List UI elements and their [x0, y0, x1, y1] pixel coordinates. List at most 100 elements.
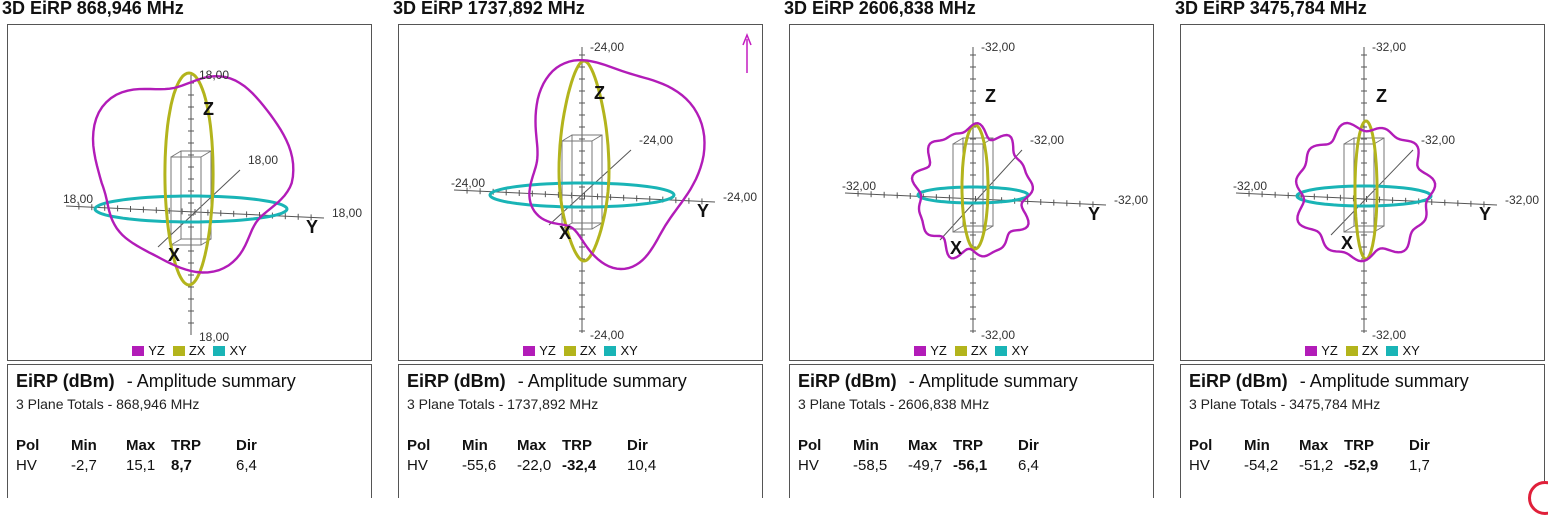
x-axis-line: [939, 149, 1023, 241]
legend-swatch: [1386, 346, 1399, 356]
legend-item-yz: YZ: [523, 343, 556, 358]
legend-item-zx: ZX: [172, 343, 205, 358]
table-value-dir: 1,7: [1409, 457, 1430, 474]
y-scale-label: -32,00: [1505, 193, 1539, 207]
legend-item-zx: ZX: [563, 343, 596, 358]
table-header-min: Min: [462, 437, 488, 454]
polar-plot-area: Z Y X -32,00 -32,00 -32,00 -32,00 -32,00 YZ ZX XY: [1180, 24, 1545, 361]
legend-item-yz: YZ: [1305, 343, 1338, 358]
x-axis-letter: X: [1341, 233, 1353, 253]
summary-title: - Amplitude summary: [126, 371, 296, 391]
series-xy-curve: [1295, 184, 1433, 208]
summary-unit: EiRP (dBm): [407, 371, 506, 391]
table-value-pol: HV: [798, 457, 819, 474]
summary-subtitle: 3 Plane Totals - 868,946 MHz: [16, 396, 200, 412]
legend-swatch: [995, 346, 1008, 356]
z-axis-letter: Z: [203, 99, 214, 119]
x-axis-line: [157, 169, 241, 248]
legend-swatch: [914, 346, 927, 356]
chart-panel: 3D EiRP 868,946 MHz Z Y X 18,00 18,00 18,00 18,…: [2, 0, 372, 501]
y-axis-letter: Y: [697, 201, 709, 221]
z-bottom-scale-label: -32,00: [981, 328, 1015, 342]
polar-plot-area: Z Y X 18,00 18,00 18,00 18,00 18,00 YZ ZX XY: [7, 24, 372, 361]
corner-badge-icon[interactable]: [1528, 481, 1548, 515]
legend-item-yz: YZ: [914, 343, 947, 358]
summary-subtitle: 3 Plane Totals - 1737,892 MHz: [407, 396, 599, 412]
axes-group: [1235, 47, 1498, 333]
plot-legend: YZ ZX XY: [790, 343, 1153, 358]
table-header-pol: Pol: [1189, 437, 1213, 454]
legend-swatch: [523, 346, 536, 356]
z-top-scale-label: -32,00: [1372, 40, 1406, 54]
z-axis-letter: Z: [594, 83, 605, 103]
amplitude-summary: EiRP (dBm) - Amplitude summary 3 Plane Tot…: [7, 364, 372, 498]
summary-subtitle: 3 Plane Totals - 2606,838 MHz: [798, 396, 990, 412]
diagonal-scale-label: -24,00: [639, 133, 673, 147]
table-value-min: -2,7: [71, 457, 97, 474]
x-axis-letter: X: [559, 223, 571, 243]
amplitude-summary: EiRP (dBm) - Amplitude summary 3 Plane Tot…: [1180, 364, 1545, 498]
summary-title: - Amplitude summary: [1299, 371, 1469, 391]
plot-svg: Z Y X -24,00 -24,00 -24,00 -24,00 -24,00: [451, 32, 757, 342]
series-yz-curve: [91, 74, 295, 274]
panel-title: 3D EiRP 2606,838 MHz: [784, 0, 976, 18]
panel-title: 3D EiRP 3475,784 MHz: [1175, 0, 1367, 18]
summary-title: - Amplitude summary: [908, 371, 1078, 391]
table-header-trp: TRP: [953, 437, 983, 454]
table-value-trp: -56,1: [953, 457, 988, 474]
table-header-trp: TRP: [1344, 437, 1374, 454]
legend-label: YZ: [539, 343, 556, 358]
table-value-trp: 8,7: [171, 457, 192, 474]
z-bottom-scale-label: 18,00: [199, 330, 229, 344]
chart-panel: 3D EiRP 2606,838 MHz Z Y X -32,00 -32,00 -32,0…: [784, 0, 1154, 501]
z-top-scale-label: -32,00: [981, 40, 1015, 54]
table-value-pol: HV: [16, 457, 37, 474]
table-header-dir: Dir: [627, 437, 648, 454]
legend-item-zx: ZX: [1345, 343, 1379, 358]
x-axis-letter: X: [168, 245, 180, 265]
legend-label: ZX: [970, 343, 988, 358]
series-xy-curve: [488, 181, 676, 209]
table-header-min: Min: [853, 437, 879, 454]
series-xy-curve: [93, 194, 289, 224]
table-value-dir: 6,4: [1018, 457, 1039, 474]
series-yz-curve: [528, 59, 706, 271]
legend-swatch: [1305, 346, 1318, 356]
x-axis-letter: X: [950, 238, 962, 258]
summary-unit: EiRP (dBm): [1189, 371, 1288, 391]
x-scale-label: -32,00: [842, 179, 876, 193]
table-header-max: Max: [1299, 437, 1329, 454]
plot-legend: YZ ZX XY: [8, 343, 371, 358]
series-yz-curve: [910, 121, 1034, 260]
series-zx-curve: [960, 123, 990, 251]
legend-label: XY: [620, 343, 638, 358]
z-axis-letter: Z: [985, 86, 996, 106]
x-axis-line: [548, 149, 632, 226]
legend-swatch: [132, 346, 145, 356]
table-header-dir: Dir: [1018, 437, 1039, 454]
legend-item-zx: ZX: [954, 343, 988, 358]
table-header-max: Max: [126, 437, 156, 454]
orientation-arrow-head: [742, 32, 752, 46]
summary-title: - Amplitude summary: [517, 371, 687, 391]
legend-item-yz: YZ: [132, 343, 165, 358]
table-value-max: 15,1: [126, 457, 156, 474]
antenna-box: [561, 134, 603, 230]
legend-label: ZX: [1361, 343, 1379, 358]
axes-group: [844, 47, 1107, 333]
summary-unit: EiRP (dBm): [16, 371, 115, 391]
x-scale-label: -24,00: [451, 176, 485, 190]
diagonal-scale-label: -32,00: [1421, 133, 1455, 147]
table-value-dir: 6,4: [236, 457, 257, 474]
table-value-pol: HV: [1189, 457, 1210, 474]
legend-label: YZ: [1321, 343, 1338, 358]
table-header-trp: TRP: [562, 437, 592, 454]
legend-swatch: [604, 346, 617, 356]
legend-label: XY: [229, 343, 247, 358]
z-bottom-scale-label: -32,00: [1372, 328, 1406, 342]
amplitude-summary: EiRP (dBm) - Amplitude summary 3 Plane Tot…: [398, 364, 763, 498]
polar-plot-area: Z Y X -24,00 -24,00 -24,00 -24,00 -24,00 YZ ZX XY: [398, 24, 763, 361]
legend-item-xy: XY: [1386, 343, 1420, 358]
legend-item-xy: XY: [604, 343, 638, 358]
series-xy-curve: [916, 185, 1030, 205]
